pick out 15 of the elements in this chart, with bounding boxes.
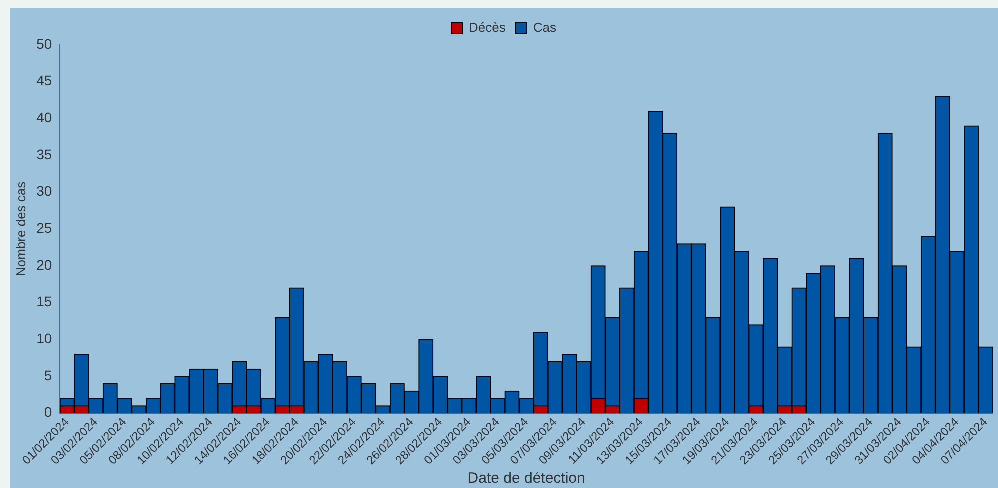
y-tick-label: 20	[36, 256, 52, 273]
y-tick-label: 5	[44, 367, 52, 384]
y-tick-label: 25	[36, 220, 52, 236]
legend-label: Cas	[533, 20, 557, 36]
y-tick-label: 0	[44, 404, 52, 420]
y-tick-label: 40	[36, 110, 52, 126]
x-axis-title: Date de détection	[468, 470, 586, 488]
legend-label: Décès	[469, 20, 506, 36]
y-tick-label: 15	[36, 294, 52, 310]
y-tick-label: 45	[36, 72, 52, 89]
y-tick-label: 50	[36, 36, 52, 52]
y-tick-label: 35	[36, 146, 52, 162]
y-axis-title: Nombre des cas	[13, 181, 28, 277]
y-tick-label: 10	[36, 330, 52, 347]
y-tick-label: 30	[36, 183, 52, 200]
